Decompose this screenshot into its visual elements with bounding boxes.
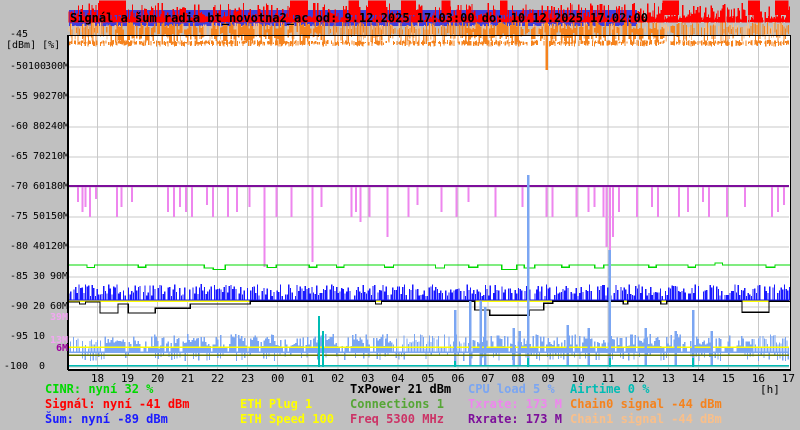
legend-txpower: TxPower 21 dBm xyxy=(350,382,452,396)
y-axis-top-label: -45 xyxy=(9,29,28,40)
rate-marker-label: 13M xyxy=(49,335,68,346)
y-tick-label: 10 xyxy=(32,331,45,342)
x-tick-label: 07 xyxy=(481,372,495,385)
y-tick-label: -60 xyxy=(9,121,28,132)
legend-rxrate: Rxrate: 173 M xyxy=(468,412,562,426)
legend-signal: Signál: nyní -41 dBm xyxy=(45,397,190,411)
x-tick-label: 14 xyxy=(691,372,705,385)
legend-txrate: Txrate: 173 M xyxy=(468,397,562,411)
y-tick-label: 240M xyxy=(45,121,70,132)
y-tick-label: -100 xyxy=(3,361,28,372)
y-tick-label xyxy=(45,361,68,373)
y-tick-label: -85 xyxy=(9,271,28,282)
x-tick-label: 09 xyxy=(541,372,555,385)
x-tick-label: 01 xyxy=(301,372,315,385)
y-axis-row: -55 90 270M xyxy=(0,91,70,103)
y-axis-row: -70 60 180M xyxy=(0,181,70,193)
y-axis-row: -60 80 240M xyxy=(0,121,70,133)
legend-noise: Šum: nyní -89 dBm xyxy=(45,412,168,426)
legend-eth-plug: ETH Plug 1 xyxy=(240,397,313,411)
y-tick-label: 180M xyxy=(45,181,70,192)
y-tick-label: -80 xyxy=(9,241,28,252)
rate-marker-label: 6M xyxy=(55,343,68,354)
x-tick-label: 10 xyxy=(571,372,585,385)
y-tick-label: -70 xyxy=(9,181,28,192)
rate-marker-label: 39M xyxy=(49,312,68,323)
legend-chain0: Chain0 signal -44 dBm xyxy=(570,397,722,411)
y-tick-label: 90M xyxy=(49,271,68,282)
y-tick-label: 300M xyxy=(45,61,70,72)
x-tick-label: 22 xyxy=(211,372,225,385)
y-tick-label: 40 xyxy=(32,241,45,252)
y-tick-label: 100 xyxy=(28,61,47,72)
x-axis-unit-label: [h] xyxy=(760,383,780,396)
x-tick-label: 02 xyxy=(331,372,345,385)
graph-title: Signál a šum radia bt_novotna2_ac od: 9.… xyxy=(70,11,648,25)
y-axis-units-label: [dBm] [%] xyxy=(6,40,61,51)
y-tick-label: -55 xyxy=(9,91,28,102)
x-tick-label: 00 xyxy=(271,372,285,385)
y-axis-row: -100 0 xyxy=(0,361,68,373)
y-axis-row: -75 50 150M xyxy=(0,211,70,223)
x-tick-label: 17 xyxy=(781,372,796,385)
x-tick-label: 20 xyxy=(150,372,165,385)
y-tick-label: -50 xyxy=(9,61,28,72)
x-tick-label: 11 xyxy=(601,372,615,385)
x-tick-label: 06 xyxy=(451,372,465,385)
x-tick-label: 19 xyxy=(120,372,135,385)
y-tick-label: 0 xyxy=(38,361,45,372)
y-tick-label: 20 xyxy=(32,301,45,312)
y-tick-label: -75 xyxy=(9,211,28,222)
y-axis-row: -95 10 xyxy=(0,331,68,343)
x-tick-label: 12 xyxy=(631,372,645,385)
x-tick-label: 15 xyxy=(721,372,735,385)
legend-chain1: Chain1 signal -44 dBm xyxy=(570,412,722,426)
y-tick-label: 270M xyxy=(45,91,70,102)
y-tick-label: -90 xyxy=(9,301,28,312)
y-axis-row: -80 40 120M xyxy=(0,241,70,253)
x-tick-label: 13 xyxy=(661,372,675,385)
y-tick-label: 70 xyxy=(32,151,45,162)
y-axis-row: -65 70 210M xyxy=(0,151,70,163)
x-tick-label: 16 xyxy=(751,372,765,385)
x-tick-label: 21 xyxy=(180,372,195,385)
legend-connections: Connections 1 xyxy=(350,397,444,411)
y-tick-label: 210M xyxy=(45,151,70,162)
legend-freq: Freq 5300 MHz xyxy=(350,412,444,426)
legend-cpu-load: CPU load 5 % xyxy=(468,382,555,396)
x-tick-label: 23 xyxy=(241,372,255,385)
y-axis-row: -90 20 60M xyxy=(0,301,68,313)
legend-cinr: CINR: nyní 32 % xyxy=(45,382,154,396)
x-tick-label: 18 xyxy=(90,372,105,385)
y-tick-label: 60 xyxy=(32,181,45,192)
x-tick-label: 03 xyxy=(361,372,375,385)
y-tick-label: 30 xyxy=(32,271,45,282)
y-axis-row: -50 100 300M xyxy=(0,61,70,73)
y-tick-label: 90 xyxy=(32,91,45,102)
y-tick-label: -65 xyxy=(9,151,28,162)
y-tick-label: 120M xyxy=(45,241,70,252)
legend-airtime: Airtime 0 % xyxy=(570,382,650,396)
x-tick-label: 08 xyxy=(511,372,525,385)
y-tick-label: 50 xyxy=(32,211,45,222)
x-tick-label: 05 xyxy=(421,372,435,385)
y-tick-label: 150M xyxy=(45,211,70,222)
x-tick-label: 04 xyxy=(391,372,405,385)
y-tick-label: -95 xyxy=(9,331,28,342)
y-tick-label: 80 xyxy=(32,121,45,132)
y-axis-row: -85 30 90M xyxy=(0,271,68,283)
legend-eth-speed: ETH Speed 100 xyxy=(240,412,334,426)
y-tick-label: 60M xyxy=(49,301,68,312)
